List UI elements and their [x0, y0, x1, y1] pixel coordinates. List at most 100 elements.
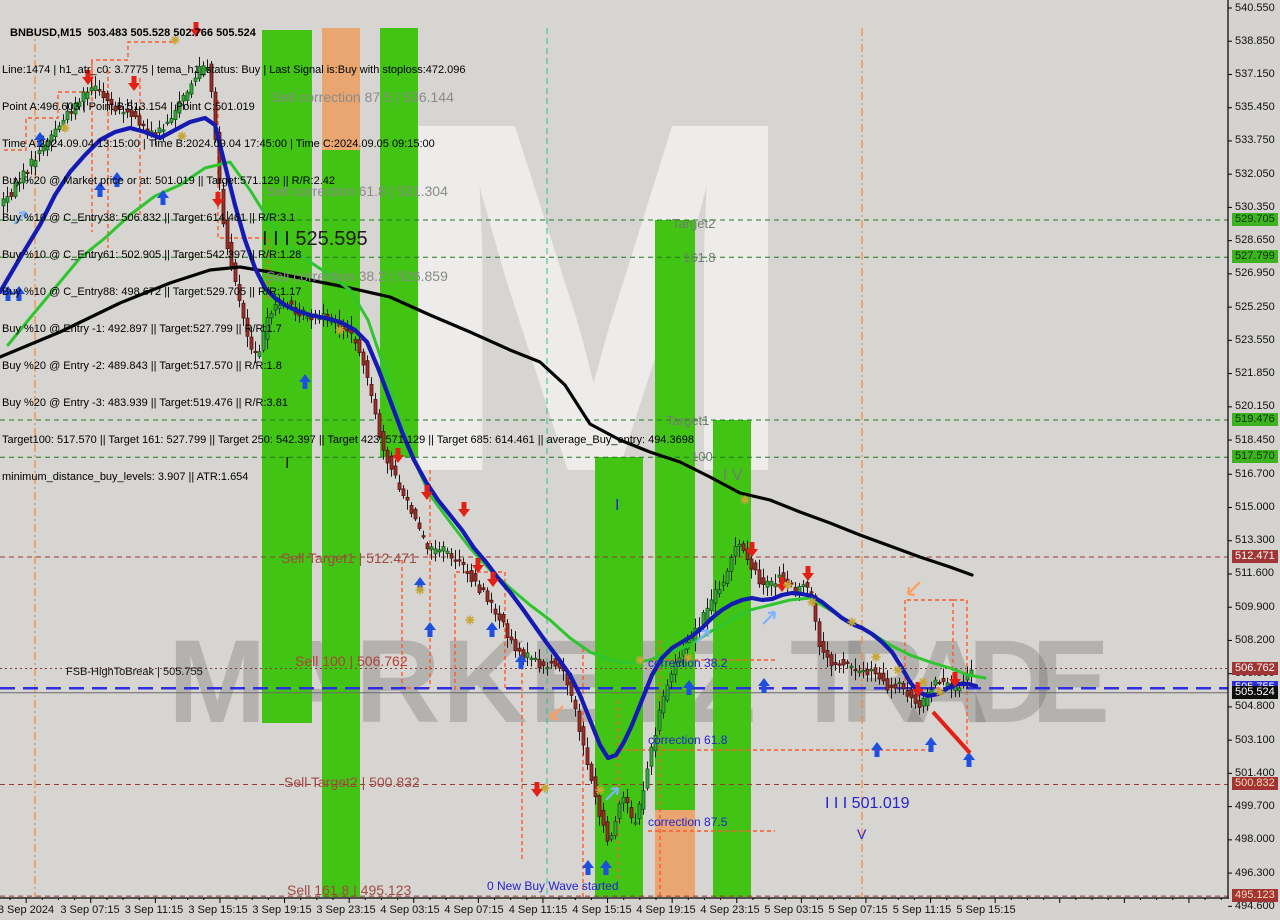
- sell-arrow-icon: [421, 485, 433, 500]
- price-tick-label: 525.250: [1235, 300, 1275, 313]
- buy-arrow-icon: [925, 737, 937, 752]
- price-tick-label: 496.300: [1235, 866, 1275, 879]
- time-tick-label: 3 Sep 07:15: [60, 904, 120, 916]
- time-tick-label: 3 Sep 15:15: [188, 904, 248, 916]
- sell-arrow-icon: [212, 192, 224, 207]
- price-tick-label: 508.200: [1235, 633, 1275, 646]
- buy-arrow-icon: [299, 374, 311, 389]
- time-tick-label: 4 Sep 15:15: [572, 904, 632, 916]
- price-tick-label: 526.950: [1235, 267, 1275, 280]
- price-tick-label: 511.600: [1235, 567, 1274, 580]
- price-tick-label: 518.450: [1235, 433, 1275, 446]
- hollow-arrow-icon: [13, 210, 28, 225]
- sell-arrow-icon: [458, 502, 470, 517]
- price-tick-label: 540.550: [1235, 1, 1275, 14]
- buy-arrow-icon: [13, 286, 25, 301]
- sell-arrow-icon: [531, 782, 543, 797]
- price-level-chip: 527.799: [1232, 250, 1278, 264]
- trailing-stop-line: [953, 599, 968, 755]
- star-marker-icon: [683, 653, 693, 663]
- price-tick-label: 499.700: [1235, 800, 1275, 813]
- time-tick-label: 4 Sep 11:15: [508, 904, 568, 916]
- signal-zone-band: [322, 28, 360, 150]
- time-tick-label: 3 Sep 11:15: [124, 904, 184, 916]
- buy-arrow-icon: [157, 190, 169, 205]
- price-level-chip: 506.762: [1232, 661, 1278, 675]
- sell-arrow-icon: [746, 542, 758, 557]
- time-tick-label: 3 Sep 19:15: [252, 904, 312, 916]
- buy-arrow-icon: [486, 622, 498, 637]
- buy-arrow-icon: [871, 742, 883, 757]
- ma-line-slow-black: [0, 265, 974, 577]
- time-tick-label: 4 Sep 23:15: [700, 904, 760, 916]
- buy-arrow-icon: [582, 860, 594, 875]
- ma-line-blue: [0, 115, 979, 761]
- price-level-chip: 495.123: [1232, 889, 1278, 903]
- buy-arrow-icon: [94, 182, 106, 197]
- star-marker-icon: [740, 495, 750, 505]
- price-level-chip: 517.570: [1232, 450, 1278, 464]
- price-tick-label: 515.000: [1235, 501, 1275, 513]
- star-marker-icon: [918, 677, 928, 687]
- price-level-chip: 529.705: [1232, 213, 1278, 227]
- price-tick-label: 520.150: [1235, 400, 1275, 413]
- star-marker-icon: [893, 665, 903, 675]
- buy-arrow-icon: [600, 860, 612, 875]
- trend-segment-line[interactable]: [931, 710, 972, 755]
- brand-watermark-right: TRADE: [790, 616, 1110, 748]
- star-marker-icon: [465, 615, 475, 625]
- price-tick-label: 501.400: [1235, 766, 1275, 779]
- sell-arrow-icon: [128, 76, 140, 91]
- star-marker-icon: [335, 325, 345, 335]
- star-marker-icon: [935, 687, 945, 697]
- buy-arrow-icon: [111, 172, 123, 187]
- star-marker-icon: [177, 131, 187, 141]
- price-tick-label: 504.800: [1235, 700, 1275, 713]
- star-marker-icon: [871, 652, 881, 662]
- sell-arrow-icon: [190, 22, 202, 37]
- signal-zone-band: [595, 457, 643, 897]
- price-tick-label: 528.650: [1235, 234, 1275, 247]
- time-tick-label: 5 Sep 15:15: [956, 904, 1016, 916]
- price-tick-label: 509.900: [1235, 600, 1275, 613]
- price-tick-label: 523.550: [1235, 333, 1275, 346]
- price-tick-label: 533.750: [1235, 134, 1275, 147]
- signal-arrows: [2, 22, 975, 875]
- time-tick-label: 5 Sep 07:15: [828, 904, 888, 916]
- buy-arrow-icon: [414, 577, 426, 592]
- hollow-arrow-icon: [549, 705, 564, 721]
- price-tick-label: 498.000: [1235, 833, 1275, 846]
- price-tick-label: 494.600: [1235, 899, 1275, 912]
- buy-arrow-icon: [34, 132, 46, 147]
- price-level-chip: 512.471: [1232, 549, 1278, 563]
- price-tick-label: 503.100: [1235, 733, 1275, 746]
- price-level-chip: 505.524: [1232, 685, 1278, 699]
- trailing-stop-line: [454, 571, 506, 690]
- price-tick-label: 516.700: [1235, 467, 1275, 480]
- price-tick-label: 513.300: [1235, 534, 1275, 547]
- time-tick-label: 3 Sep 23:15: [316, 904, 376, 916]
- time-tick-label: 4 Sep 03:15: [380, 904, 440, 916]
- star-marker-icon: [807, 597, 817, 607]
- price-tick-label: 535.450: [1235, 101, 1275, 114]
- trailing-stop-line: [4, 41, 172, 151]
- buy-arrow-icon: [424, 622, 436, 637]
- hollow-arrow-icon: [605, 786, 620, 801]
- time-tick-label: 5 Sep 11:15: [892, 904, 952, 916]
- star-marker-icon: [847, 617, 857, 627]
- buy-arrow-icon: [2, 286, 14, 301]
- price-tick-label: 537.150: [1235, 67, 1275, 80]
- time-tick-label: 4 Sep 07:15: [444, 904, 504, 916]
- time-tick-label: 4 Sep 19:15: [636, 904, 696, 916]
- star-marker-icon: [595, 785, 605, 795]
- signal-zone-band: [655, 810, 695, 897]
- price-tick-label: 538.850: [1235, 34, 1275, 47]
- sell-arrow-icon: [912, 682, 924, 697]
- hollow-arrow-icon: [762, 610, 777, 625]
- time-tick-label: 3 Sep 2024: [0, 904, 55, 916]
- buy-arrow-icon: [963, 752, 975, 767]
- price-tick-label: 532.050: [1235, 167, 1275, 180]
- star-marker-icon: [60, 123, 70, 133]
